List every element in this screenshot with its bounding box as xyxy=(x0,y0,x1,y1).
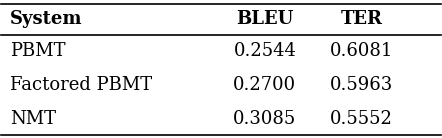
Text: 0.2700: 0.2700 xyxy=(233,76,297,94)
Text: 0.5963: 0.5963 xyxy=(330,76,393,94)
Text: 0.2544: 0.2544 xyxy=(233,42,296,60)
Text: Factored PBMT: Factored PBMT xyxy=(10,76,152,94)
Text: BLEU: BLEU xyxy=(236,10,293,28)
Text: System: System xyxy=(10,10,83,28)
Text: 0.3085: 0.3085 xyxy=(233,110,297,128)
Text: PBMT: PBMT xyxy=(10,42,66,60)
Text: 0.6081: 0.6081 xyxy=(330,42,393,60)
Text: TER: TER xyxy=(340,10,383,28)
Text: 0.5552: 0.5552 xyxy=(330,110,393,128)
Text: NMT: NMT xyxy=(10,110,56,128)
